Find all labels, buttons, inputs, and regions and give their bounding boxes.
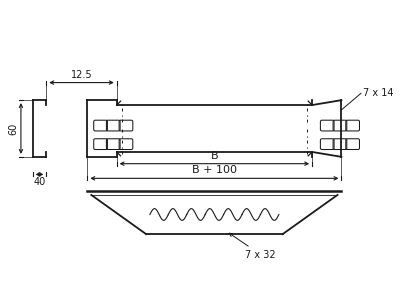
Text: 12.5: 12.5	[71, 70, 92, 80]
Text: 60: 60	[8, 122, 18, 135]
Text: 40: 40	[33, 177, 46, 188]
Text: B + 100: B + 100	[192, 165, 237, 176]
Text: 7 x 32: 7 x 32	[245, 250, 276, 260]
Text: 7 x 14: 7 x 14	[363, 88, 393, 98]
Text: B: B	[210, 151, 218, 161]
